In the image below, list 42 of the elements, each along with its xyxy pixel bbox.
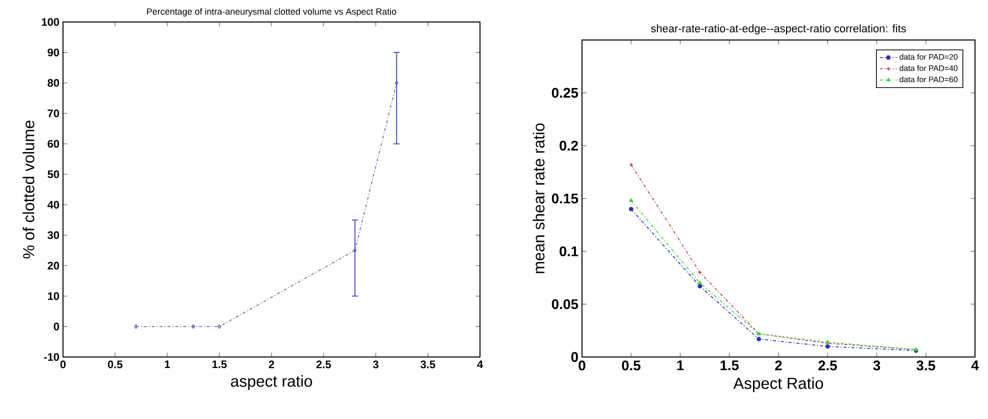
x-tick-label: 3 [372, 360, 378, 368]
y-tick-label: 100 [42, 18, 60, 26]
y-axis-title: % of clotted volume [22, 120, 34, 258]
y-tick-label: 50 [48, 170, 60, 178]
chart-title: Percentage of intra-aneurysmal clotted volume vs Aspect Ratio [147, 8, 396, 16]
x-tick-label: 2.5 [818, 360, 837, 370]
x-tick-label: 3.5 [916, 360, 936, 370]
x-tick-label: 4 [971, 360, 979, 370]
y-tick-label: 10 [48, 292, 60, 300]
x-tick-label: 3.5 [420, 360, 436, 368]
y-tick-label: 20 [48, 262, 60, 270]
y-tick-label: 0.25 [552, 88, 578, 98]
x-tick-label: 1 [677, 360, 684, 370]
y-tick-label: 90 [48, 48, 60, 56]
y-tick-label: 0.05 [552, 299, 578, 310]
y-tick-label: 30 [48, 231, 60, 240]
y-tick-label: 0.15 [552, 194, 578, 204]
x-tick-label: 1 [164, 360, 170, 368]
x-axis-title: aspect ratio [230, 375, 312, 390]
x-tick-label: 2.5 [316, 360, 331, 368]
y-tick-label: 80 [48, 79, 60, 87]
x-tick-label: 1.5 [720, 360, 739, 370]
x-tick-label: 0 [60, 360, 66, 368]
y-tick-label: 0 [571, 352, 578, 362]
y-tick-label: 0.1 [560, 246, 578, 256]
x-tick-label: 3 [873, 360, 880, 370]
x-tick-label: 1.5 [212, 360, 227, 368]
chart-title: shear-rate-ratio-at-edge--aspect-ratio correlation: fits [651, 24, 906, 34]
x-tick-label: 0.5 [108, 360, 122, 368]
x-tick-label: 2 [268, 360, 274, 368]
y-tick-label: 70 [48, 109, 60, 118]
y-axis-title: mean shear rate ratio [532, 123, 545, 274]
y-tick-label: -10 [44, 353, 60, 361]
y-tick-label: 60 [48, 140, 60, 148]
x-axis-title: Aspect Ratio [733, 377, 823, 392]
y-tick-label: 40 [47, 200, 60, 209]
y-tick-label: 0 [54, 322, 60, 330]
x-tick-label: 0.5 [622, 360, 640, 370]
x-tick-label: 0 [578, 360, 586, 370]
y-tick-label: 0.2 [560, 140, 578, 151]
x-tick-label: 2 [775, 360, 782, 370]
x-tick-label: 4 [477, 360, 483, 368]
